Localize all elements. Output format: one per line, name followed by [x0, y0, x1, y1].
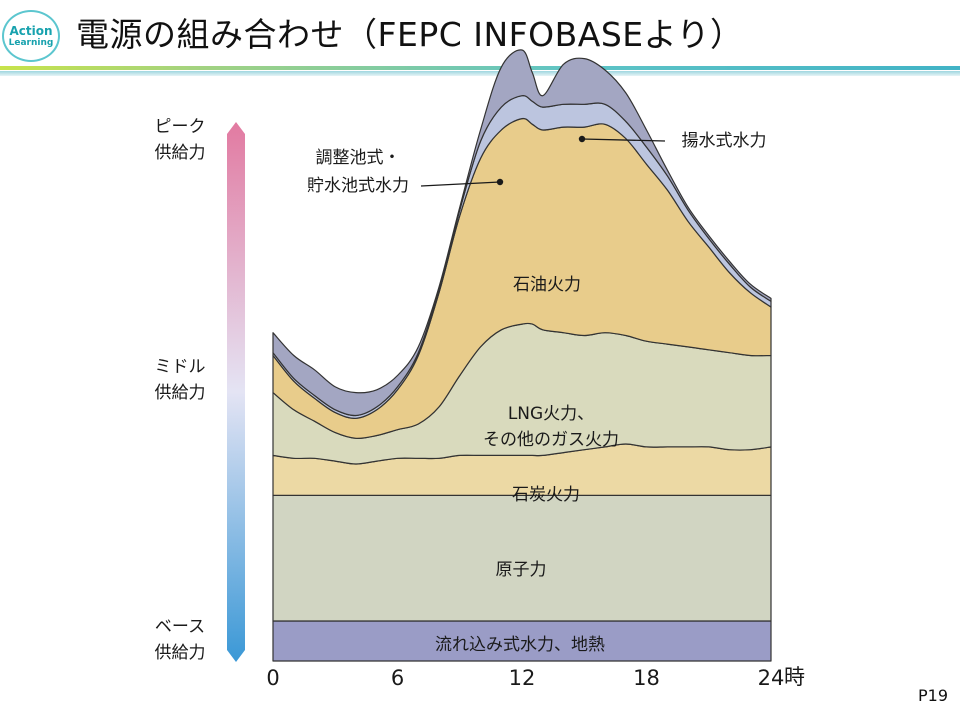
action-learning-logo: Action Learning [2, 10, 60, 62]
title-divider-shadow [0, 71, 960, 76]
middle-supply-label-2: 供給力 [155, 383, 206, 403]
page-number: P19 [917, 686, 948, 705]
x-axis-unit: 時 [784, 665, 805, 689]
series-label-coal: 石炭火力 [512, 485, 580, 505]
callout-dot-pumped [578, 135, 586, 143]
callout-leader-pumped [581, 138, 666, 142]
slide-header: Action Learning 電源の組み合わせ（FEPC INFOBASEより… [0, 0, 960, 80]
series-label-oil: 石油火力 [513, 275, 581, 295]
area-nuclear [272, 494, 772, 622]
x-axis-ticks: 0 6 12 18 24 [266, 666, 784, 690]
series-label-nuclear: 原子力 [496, 560, 547, 580]
area-pumped-hydro [272, 49, 772, 417]
peak-supply-label-2: 供給力 [155, 143, 206, 163]
peak-supply-label-1: ピーク [155, 117, 206, 137]
series-label-hydro: 流れ込み式水力、地熱 [435, 635, 605, 655]
title-divider [0, 66, 960, 70]
logo-text-2: Learning [8, 37, 54, 48]
x-tick-label: 6 [391, 666, 404, 690]
series-label-storage-2: 貯水池式水力 [307, 176, 409, 196]
x-tick-label: 24 [758, 666, 785, 690]
logo-text-1: Action [9, 23, 53, 38]
callout-dot-storage [496, 178, 504, 186]
series-label-storage-1: 調整池式・ [316, 148, 401, 168]
base-supply-label-1: ベース [155, 617, 205, 637]
callout-leader-storage [420, 181, 501, 187]
x-tick-label: 0 [266, 666, 279, 690]
series-label-pumped: 揚水式水力 [682, 131, 767, 151]
series-label-lng-2: その他のガス火力 [483, 430, 619, 450]
page-title: 電源の組み合わせ（FEPC INFOBASEより） [76, 15, 744, 54]
base-supply-label-2: 供給力 [155, 643, 206, 663]
x-tick-label: 18 [633, 666, 660, 690]
x-tick-label: 12 [509, 666, 536, 690]
series-label-lng-1: LNG火力、 [508, 404, 594, 424]
supply-gradient-arrow [227, 122, 245, 662]
middle-supply-label-1: ミドル [155, 357, 206, 377]
area-series [272, 49, 772, 662]
